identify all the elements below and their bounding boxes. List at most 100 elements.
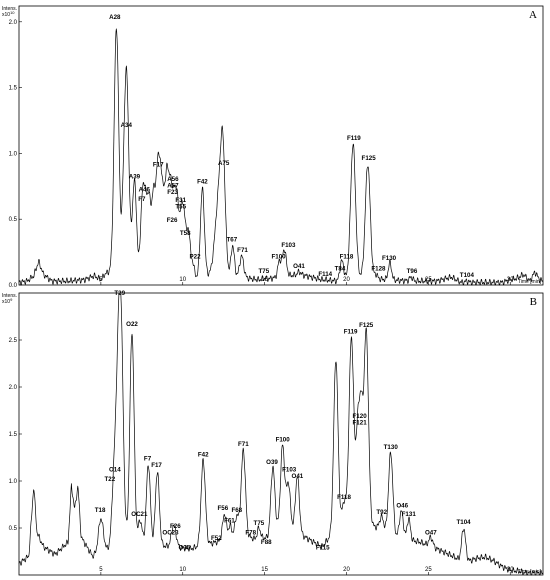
peak-label: OC21 bbox=[131, 511, 148, 518]
peak-label: A34 bbox=[121, 122, 133, 129]
peak-label: F71 bbox=[238, 441, 249, 448]
peak-label: A57 bbox=[167, 183, 179, 190]
peak-label: T92 bbox=[376, 509, 387, 516]
peak-label: F78 bbox=[245, 530, 256, 537]
peak-label: T55 bbox=[175, 204, 186, 211]
peak-label: F125 bbox=[359, 322, 374, 329]
x-tick-label: 10 bbox=[179, 567, 186, 573]
peak-label: O39 bbox=[266, 459, 278, 466]
peak-label: F61 bbox=[224, 517, 235, 524]
peak-label: F125 bbox=[362, 155, 377, 162]
y-scale-label: x109 bbox=[2, 297, 13, 305]
peak-label: F115 bbox=[316, 545, 330, 552]
peak-label: F26 bbox=[167, 217, 178, 224]
peak-label: F88 bbox=[261, 539, 272, 546]
y-scale-base: x10 bbox=[2, 12, 10, 18]
x-tick-label: 20 bbox=[343, 567, 350, 573]
y-scale-exponent: 10 bbox=[10, 10, 15, 15]
peak-label: F114 bbox=[318, 271, 332, 278]
peak-label: A56 bbox=[167, 176, 179, 183]
panel-label: A bbox=[529, 9, 537, 21]
peak-label: F52 bbox=[211, 535, 222, 542]
y-tick-label: 1.0 bbox=[9, 479, 18, 485]
y-tick-label: 2.0 bbox=[9, 385, 18, 391]
y-tick-label: 1.5 bbox=[9, 86, 18, 92]
peak-label: F100 bbox=[271, 254, 286, 261]
peak-label: T29 bbox=[114, 290, 125, 297]
peak-label: F68 bbox=[231, 507, 242, 514]
x-tick-label: 25 bbox=[425, 567, 432, 573]
peak-label: F26 bbox=[170, 523, 181, 530]
x-tick-label: 10 bbox=[179, 277, 186, 283]
peak-label: T96 bbox=[407, 268, 418, 275]
peak-label: F23 bbox=[167, 189, 178, 196]
peak-label: O22 bbox=[126, 321, 138, 328]
x-tick-label: 5 bbox=[99, 567, 103, 573]
peak-label: F121 bbox=[353, 420, 368, 427]
peak-label: F103 bbox=[282, 467, 297, 474]
x-tick-label: 20 bbox=[343, 277, 350, 283]
peak-label: F7 bbox=[138, 196, 146, 203]
peak-label: T130 bbox=[384, 444, 399, 451]
peak-label: F42 bbox=[198, 452, 209, 459]
peak-label: O47 bbox=[425, 530, 437, 537]
peak-label: F128 bbox=[371, 266, 386, 273]
peak-label: T75 bbox=[254, 520, 265, 527]
y-scale-label: x1010 bbox=[2, 10, 15, 18]
peak-label: T22 bbox=[105, 476, 116, 483]
y-tick-label: 0.5 bbox=[9, 526, 18, 532]
y-scale-exponent: 9 bbox=[10, 297, 13, 302]
peak-label: F119 bbox=[347, 135, 361, 142]
peak-label: T75 bbox=[258, 268, 269, 275]
peak-label: F100 bbox=[276, 437, 291, 444]
peak-label: A28 bbox=[109, 14, 121, 21]
peak-label: O46 bbox=[396, 502, 408, 509]
y-unit-label: Intens. bbox=[2, 293, 17, 299]
x-unit-label: Time [min] bbox=[518, 279, 542, 285]
peak-label: F103 bbox=[281, 242, 296, 249]
y-tick-label: 2.5 bbox=[9, 338, 18, 344]
peak-label: OC23 bbox=[162, 530, 179, 537]
plot-frame bbox=[18, 5, 544, 286]
peak-label: F130 bbox=[382, 255, 397, 262]
peak-label: F120 bbox=[353, 413, 368, 420]
peak-label: F56 bbox=[218, 505, 229, 512]
y-tick-label: 0.0 bbox=[9, 283, 18, 289]
peak-label: O41 bbox=[293, 263, 305, 270]
x-tick-label: 15 bbox=[261, 277, 268, 283]
peak-label: A75 bbox=[218, 160, 230, 167]
peak-label: O14 bbox=[109, 467, 121, 474]
peak-label: T104 bbox=[457, 519, 472, 526]
y-scale-base: x10 bbox=[2, 299, 10, 305]
y-unit-label: Intens. bbox=[2, 6, 17, 12]
peak-label: F118 bbox=[337, 494, 351, 501]
peak-label: F17 bbox=[153, 162, 164, 169]
peak-label: O41 bbox=[292, 473, 304, 480]
y-tick-label: 1.0 bbox=[9, 151, 18, 157]
x-tick-label: 25 bbox=[425, 277, 432, 283]
peak-label: F7 bbox=[144, 455, 152, 462]
peak-label: A39 bbox=[129, 173, 141, 180]
y-tick-label: 1.5 bbox=[9, 432, 18, 438]
peak-label: F118 bbox=[340, 254, 354, 261]
peak-label: T104 bbox=[460, 272, 475, 279]
peak-label: O35 bbox=[179, 545, 191, 552]
y-tick-label: 0.5 bbox=[9, 217, 18, 223]
y-tick-label: 2.0 bbox=[9, 20, 18, 26]
chromatogram-trace bbox=[18, 28, 543, 286]
peak-label: F42 bbox=[197, 179, 208, 186]
chromatogram-trace bbox=[18, 292, 544, 576]
peak-label: F71 bbox=[237, 247, 248, 254]
peak-label: F131 bbox=[402, 511, 417, 518]
peak-label: T67 bbox=[227, 237, 238, 244]
peak-label: F31 bbox=[175, 197, 186, 204]
peak-label: F119 bbox=[344, 328, 358, 335]
peak-label: A46 bbox=[139, 187, 151, 194]
peak-label: T84 bbox=[335, 266, 346, 273]
plot-frame bbox=[18, 292, 544, 576]
peak-label: P22 bbox=[190, 254, 202, 261]
peak-label: T58 bbox=[180, 230, 191, 237]
